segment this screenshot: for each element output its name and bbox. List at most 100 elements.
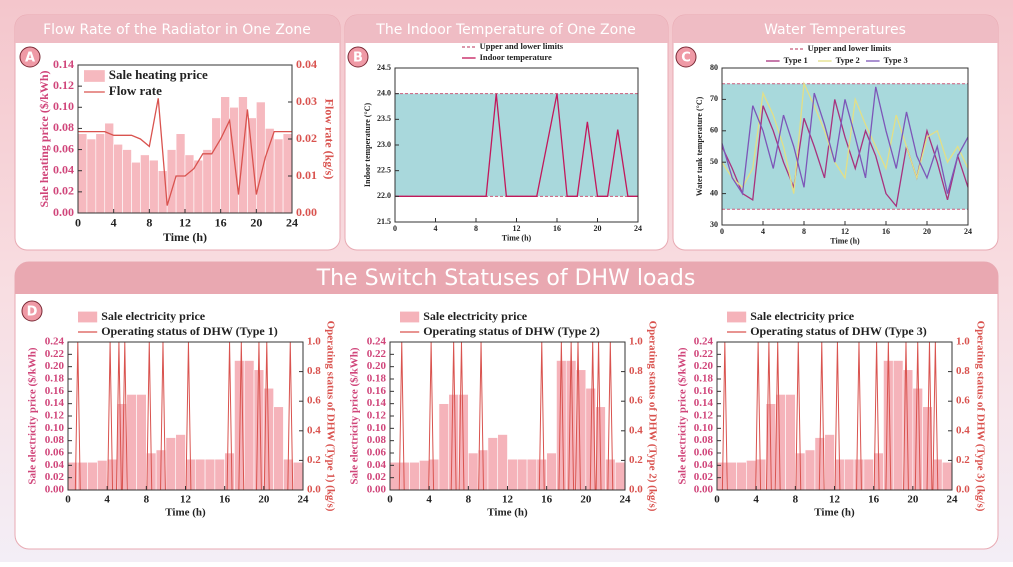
legend-label: Indoor temperature (480, 52, 552, 62)
legend-label: Upper and lower limits (480, 41, 564, 51)
bar (204, 458, 216, 491)
bar (428, 458, 440, 491)
x-tick-label: 24 (947, 493, 959, 505)
y-tick-label: 0.08 (45, 434, 65, 446)
bar (104, 122, 114, 214)
y-tick-label: 0.16 (694, 385, 714, 397)
line-series (395, 93, 638, 197)
bar (175, 133, 186, 214)
badge-label: B (353, 51, 363, 66)
x-tick-label: 16 (219, 493, 231, 505)
panel-header (15, 30, 340, 43)
x-tick-label: 4 (111, 216, 117, 230)
y-axis-label: Indoor temperature (°C) (363, 103, 372, 188)
bar (438, 403, 450, 491)
x-tick-label: 16 (868, 493, 880, 505)
panel-header (15, 280, 998, 294)
bar (136, 394, 147, 491)
badge-label: C (681, 51, 691, 66)
x-tick-label: 8 (146, 216, 152, 230)
x-tick-label: 0 (393, 224, 397, 233)
bar (389, 461, 401, 491)
legend-label: Type 2 (836, 55, 860, 65)
y2-tick-label: 0.8 (307, 365, 321, 377)
y-tick-label: 22.0 (377, 191, 391, 200)
y2-tick-label: 0.6 (629, 395, 643, 407)
bar (614, 461, 626, 491)
y-tick-label: 0.06 (45, 447, 65, 459)
y2-tick-label: 0.2 (956, 454, 970, 466)
x-axis-label: Time (h) (165, 507, 206, 519)
bar (77, 133, 88, 214)
x-tick-label: 24 (634, 224, 642, 233)
x-tick-label: 4 (753, 493, 759, 505)
y-tick-label: 0.00 (53, 205, 74, 219)
y-axis-label: Sale heating price ($/kWh) (37, 70, 51, 207)
bar (126, 394, 137, 491)
y-tick-label: 0.14 (53, 57, 74, 71)
x-tick-label: 8 (466, 493, 472, 505)
y2-tick-label: 0.4 (956, 424, 970, 436)
x-tick-label: 20 (907, 493, 919, 505)
bar (716, 461, 728, 491)
bar (86, 138, 97, 214)
bar (264, 128, 275, 214)
x-tick-label: 8 (474, 224, 478, 233)
legend-label: Operating status of DHW (Type 2) (423, 324, 600, 338)
y-tick-label: 0.04 (694, 459, 714, 471)
legend-swatch (727, 311, 747, 323)
y-tick-label: 0.18 (694, 373, 714, 385)
bar (775, 394, 786, 491)
y-tick-label: 0.06 (694, 447, 714, 459)
bar (883, 360, 894, 491)
y-tick-label: 0.24 (45, 336, 65, 348)
x-tick-label: 0 (75, 216, 81, 230)
y2-tick-label: 0.2 (629, 454, 643, 466)
x-axis-label: Time (h) (502, 234, 532, 243)
x-tick-label: 16 (553, 224, 561, 233)
x-tick-label: 12 (829, 493, 841, 505)
panel-title: Water Temperatures (764, 22, 906, 38)
x-axis-label: Time (h) (830, 237, 860, 246)
y-tick-label: 24.5 (377, 63, 391, 72)
bar (122, 149, 132, 214)
badge (19, 46, 41, 68)
bar (726, 461, 737, 491)
badge-label: D (27, 305, 38, 320)
legend-swatch (78, 311, 98, 323)
y-tick-label: 0.08 (694, 434, 714, 446)
y2-axis-label: Operating status of DHW (Type 2) (kg/s) (646, 321, 658, 512)
y-tick-label: 0.16 (367, 385, 387, 397)
x-tick-label: 8 (144, 493, 150, 505)
x-tick-label: 24 (620, 493, 632, 505)
badge (675, 46, 697, 68)
y-tick-label: 0.12 (53, 78, 74, 92)
legend-label: Operating status of DHW (Type 3) (750, 324, 927, 338)
panel-title: The Indoor Temperature of One Zone (375, 22, 635, 38)
bar (175, 434, 186, 491)
y-tick-label: 0.02 (367, 471, 387, 483)
bar (273, 138, 284, 214)
bar (149, 159, 159, 214)
y2-tick-label: 0.04 (296, 57, 317, 71)
bar (804, 449, 816, 491)
bar (211, 117, 221, 214)
y2-tick-label: 1.0 (307, 336, 321, 348)
x-tick-label: 4 (761, 227, 765, 236)
y-tick-label: 0.04 (53, 162, 74, 176)
y-tick-label: 0.12 (367, 410, 387, 422)
bar (912, 387, 923, 491)
bar (409, 461, 420, 491)
bar (247, 117, 257, 214)
y-tick-label: 0.22 (45, 348, 65, 360)
y2-tick-label: 0.0 (629, 484, 643, 496)
y-tick-label: 60 (710, 126, 718, 135)
y2-tick-label: 0.02 (296, 131, 317, 145)
y-tick-label: 30 (710, 220, 718, 229)
y2-tick-label: 0.0 (307, 484, 321, 496)
y2-tick-label: 0.03 (296, 94, 317, 108)
bar (565, 360, 577, 491)
bar (165, 437, 177, 491)
y2-tick-label: 0.6 (956, 395, 970, 407)
line-series (721, 86, 969, 196)
